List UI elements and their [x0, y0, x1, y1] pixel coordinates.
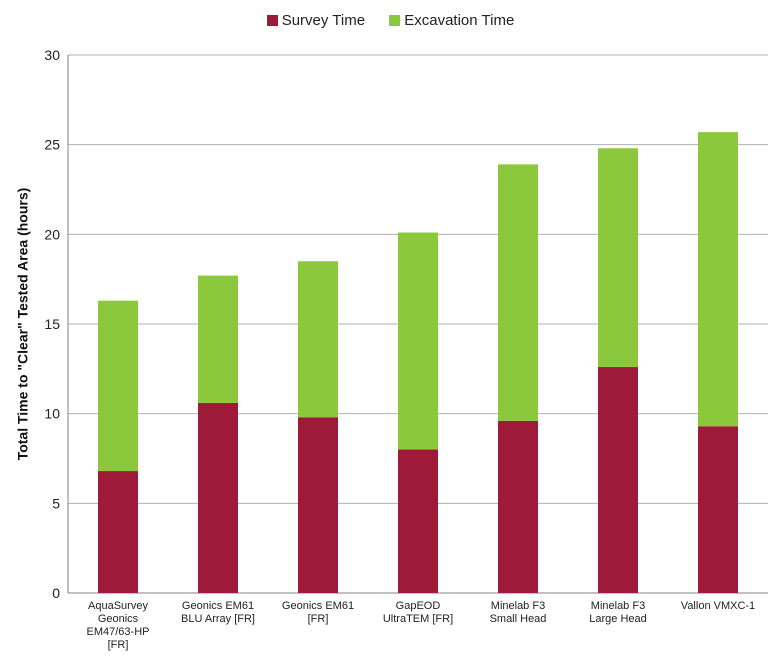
bar-excavation-time — [98, 300, 138, 472]
legend-item-excavation: Excavation Time — [389, 12, 514, 29]
x-tick-label: Vallon VMXC-1 — [681, 600, 755, 612]
bar-survey-time — [298, 417, 338, 593]
bar-excavation-time — [198, 275, 238, 403]
bar-excavation-time — [498, 164, 538, 421]
x-tick-label: Geonics EM61 BLU Array [FR] — [181, 600, 255, 625]
y-tick-label: 20 — [44, 226, 60, 242]
y-tick-label: 25 — [44, 137, 60, 153]
y-tick-label: 5 — [52, 495, 60, 511]
bar-survey-time — [498, 420, 538, 593]
bar-survey-time — [398, 449, 438, 593]
bar-survey-time — [698, 426, 738, 593]
x-tick-label: AquaSurvey Geonics EM47/63-HP [FR] — [87, 600, 150, 651]
y-tick-label: 10 — [44, 406, 60, 422]
legend-swatch-excavation — [389, 15, 401, 26]
x-tick-label: Minelab F3 Large Head — [589, 600, 647, 625]
bar-excavation-time — [398, 232, 438, 450]
legend-label-survey: Survey Time — [281, 12, 366, 29]
y-tick-label: 0 — [52, 585, 60, 601]
bar-survey-time — [598, 367, 638, 593]
x-tick-label: GapEOD UltraTEM [FR] — [383, 600, 453, 625]
x-tick-label: Geonics EM61 [FR] — [282, 600, 354, 625]
legend-item-survey: Survey Time — [266, 12, 366, 29]
y-tick-label: 30 — [44, 47, 60, 63]
bar-excavation-time — [598, 148, 638, 368]
x-tick-label: Minelab F3 Small Head — [490, 600, 547, 625]
bar-excavation-time — [298, 261, 338, 418]
legend: Survey Time Excavation Time — [0, 12, 781, 30]
bar-survey-time — [198, 402, 238, 593]
legend-swatch-survey — [266, 15, 278, 26]
bar-survey-time — [98, 471, 138, 593]
legend-label-excavation: Excavation Time — [404, 12, 515, 29]
bar-excavation-time — [698, 132, 738, 427]
y-tick-label: 15 — [44, 316, 60, 332]
